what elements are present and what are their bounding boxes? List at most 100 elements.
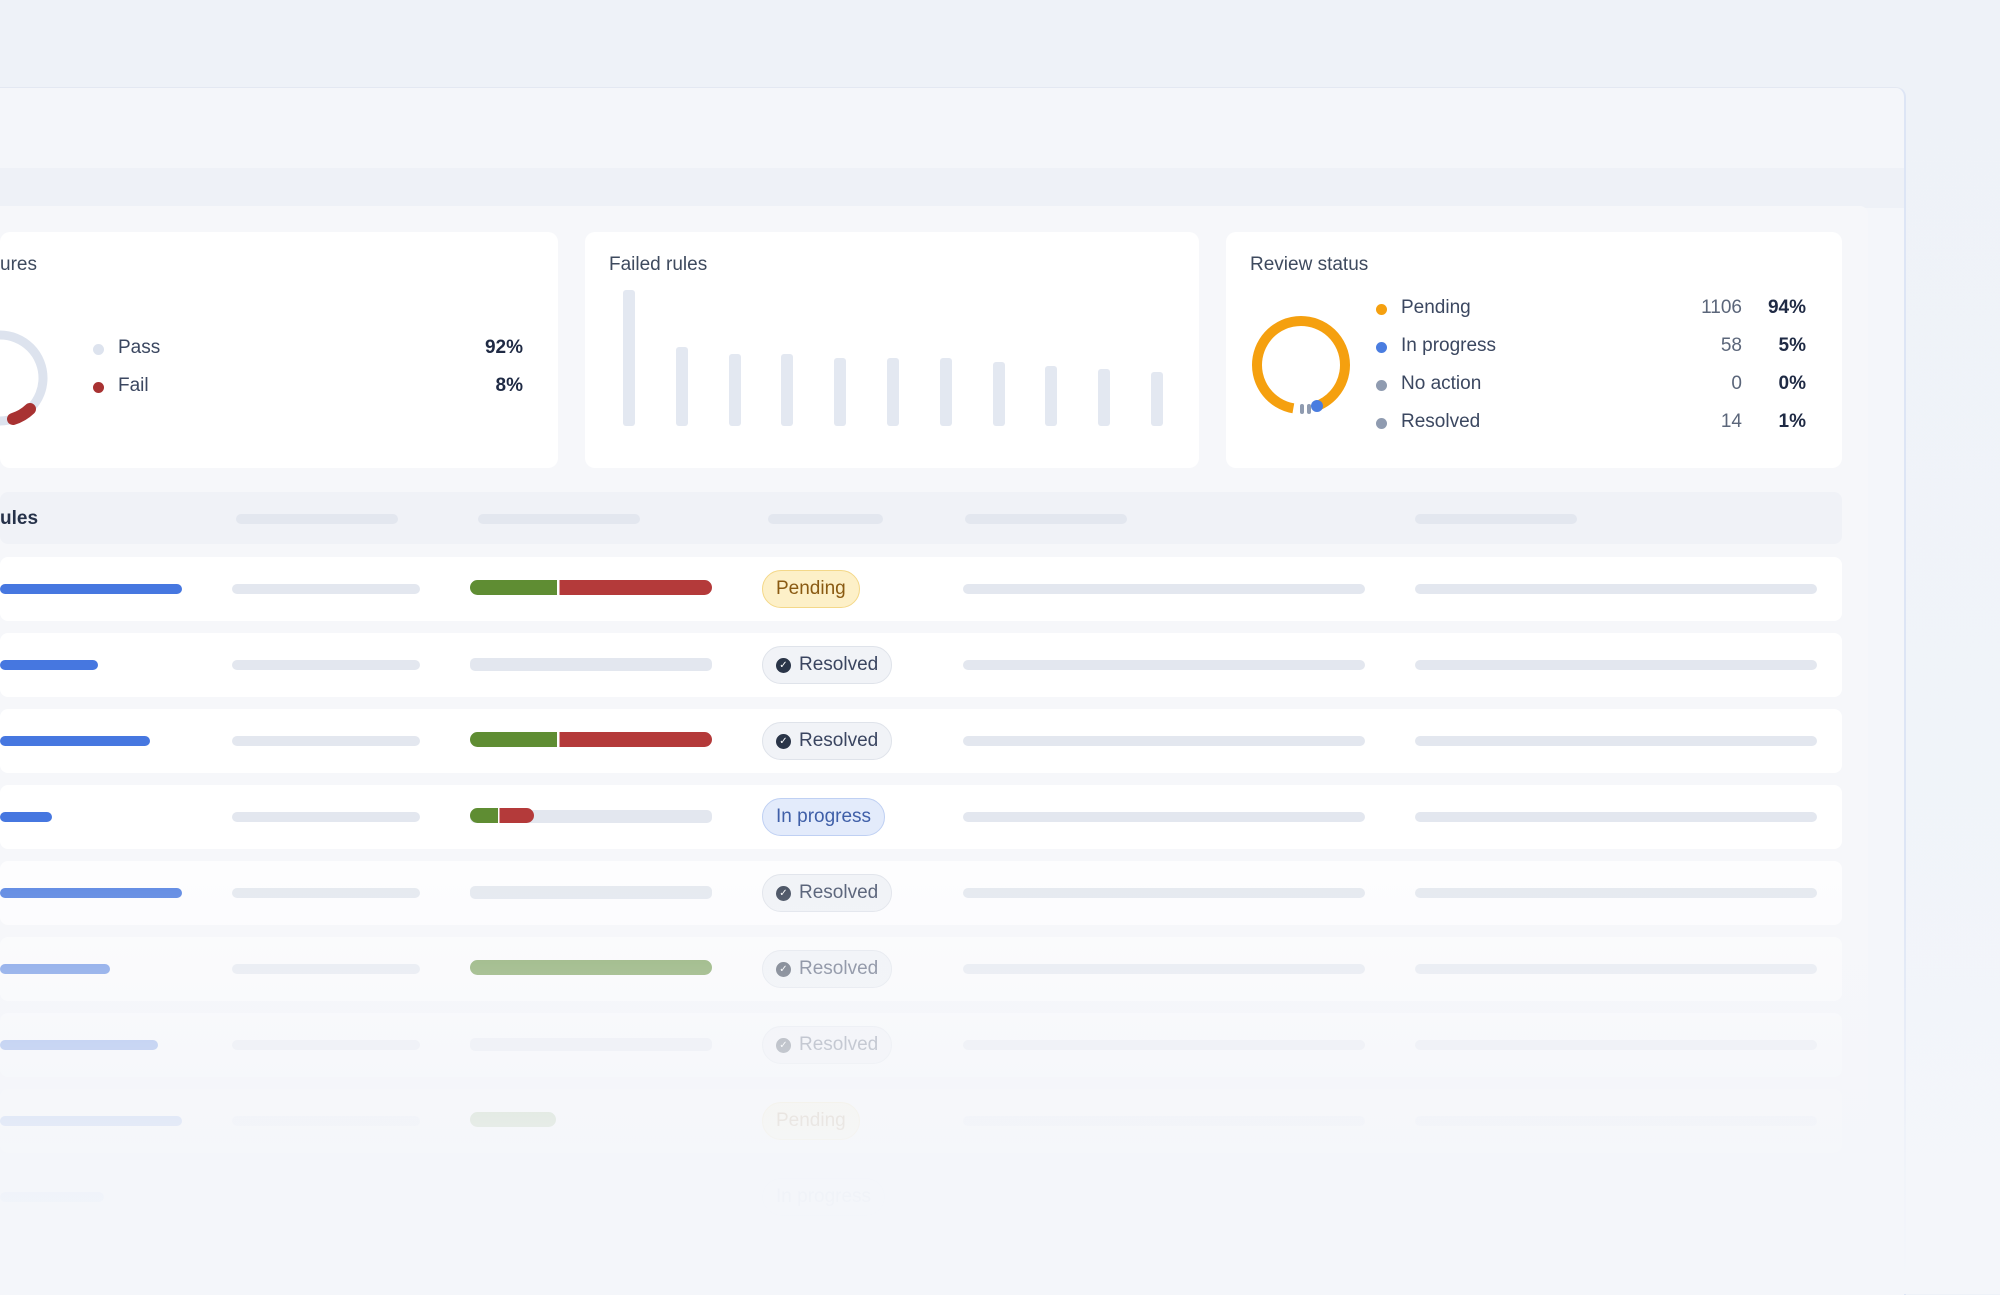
failed-rules-bar[interactable] [1151, 372, 1163, 426]
failed-rules-bar[interactable] [887, 358, 899, 426]
failed-rules-bar[interactable] [1098, 369, 1111, 426]
legend-pct: 92% [484, 337, 523, 358]
cell-placeholder [232, 1040, 420, 1050]
rule-name-bar [0, 1192, 104, 1202]
pass-fail-ratio-bar [470, 960, 712, 975]
review-count: 58 [1720, 335, 1742, 356]
failed-rules-bar[interactable] [781, 354, 794, 426]
table-row[interactable]: Pending [0, 557, 1842, 621]
features-card-title: ures [0, 254, 37, 275]
legend-label: Pass [118, 337, 161, 358]
cell-placeholder [963, 888, 1365, 898]
status-badge[interactable]: Pending [762, 1102, 860, 1140]
failed-rules-bar[interactable] [939, 358, 952, 426]
check-icon: ✓ [776, 885, 791, 901]
cell-placeholder [963, 812, 1365, 822]
resolved-marker [1300, 404, 1304, 414]
review-count: 1106 [1701, 297, 1742, 318]
status-badge[interactable]: In progress [762, 1178, 886, 1216]
check-icon: ✓ [776, 657, 791, 673]
cell-placeholder [232, 812, 420, 822]
table-row[interactable]: ✓ Resolved [0, 861, 1842, 925]
cell-placeholder [232, 736, 420, 746]
table-header: ules [0, 492, 1842, 544]
pass-fail-ratio-bar [470, 658, 712, 671]
cell-placeholder [1415, 1116, 1817, 1126]
review-status-card: Review status Pending 1106 94% In progre… [1226, 232, 1842, 468]
table-row[interactable]: ✓ Resolved [0, 709, 1842, 773]
toolbar-band [0, 168, 1904, 208]
failed-rules-bar[interactable] [1045, 366, 1058, 426]
status-badge[interactable]: In progress [762, 798, 886, 836]
rule-name-bar [0, 584, 182, 594]
cell-placeholder [963, 736, 1365, 746]
cell-placeholder [232, 1116, 420, 1126]
check-icon: ✓ [776, 1037, 791, 1053]
cell-placeholder [232, 888, 420, 898]
cell-placeholder [963, 964, 1365, 974]
status-badge-label: Resolved [799, 1034, 879, 1055]
resolved-dot-icon [1376, 418, 1387, 429]
failed-rules-title: Failed rules [609, 254, 708, 275]
status-badge-label: Resolved [799, 958, 879, 979]
review-label: Pending [1401, 297, 1471, 318]
table-row[interactable]: Pending [0, 1089, 1842, 1153]
table-row[interactable]: ✓ Resolved [0, 937, 1842, 1001]
pending-dot-icon [1376, 304, 1387, 315]
legend-row-fail: Fail 8% [93, 374, 523, 404]
status-badge-label: Resolved [799, 654, 879, 675]
cell-placeholder [963, 1192, 1365, 1202]
resolved-marker [1307, 404, 1311, 414]
cell-placeholder [1415, 1040, 1817, 1050]
review-label: In progress [1401, 335, 1497, 356]
table-row[interactable]: ✓ Resolved [0, 1013, 1842, 1077]
table-row[interactable]: ✓ Resolved [0, 633, 1842, 697]
rule-name-bar [0, 812, 52, 822]
cell-placeholder [232, 584, 420, 594]
cell-placeholder [1415, 1192, 1817, 1202]
pass-fail-ratio-bar [470, 732, 712, 747]
check-icon: ✓ [776, 733, 791, 749]
failed-rules-card: Failed rules [585, 232, 1199, 468]
status-badge[interactable]: Pending [762, 570, 860, 608]
column-header-rules[interactable]: ules [0, 508, 39, 529]
review-status-donut [1252, 316, 1350, 414]
review-status-title: Review status [1250, 254, 1369, 275]
review-count: 0 [1731, 373, 1742, 394]
status-badge[interactable]: ✓ Resolved [762, 1026, 893, 1064]
cell-placeholder [1415, 812, 1817, 822]
rule-name-bar [0, 660, 98, 670]
pass-fail-ratio-bar [470, 1038, 712, 1051]
legend-row-pass: Pass 92% [93, 336, 523, 366]
in-progress-marker [1311, 400, 1323, 412]
table-row[interactable]: In progress [0, 785, 1842, 849]
pass-dot-icon [93, 344, 104, 355]
cell-placeholder [963, 660, 1365, 670]
table-row[interactable]: In progress [0, 1165, 1842, 1229]
cell-placeholder [1415, 736, 1817, 746]
cell-placeholder [1415, 964, 1817, 974]
failed-rules-bar[interactable] [675, 347, 688, 426]
failed-rules-bar[interactable] [728, 354, 741, 426]
status-badge[interactable]: ✓ Resolved [762, 874, 893, 912]
status-badge-label: Resolved [799, 730, 879, 751]
status-badge-label: Resolved [799, 882, 879, 903]
status-badge[interactable]: ✓ Resolved [762, 722, 893, 760]
review-pct: 0% [1778, 373, 1806, 394]
failed-rules-bar[interactable] [834, 358, 847, 426]
cell-placeholder [963, 584, 1365, 594]
legend-label: Fail [118, 375, 149, 396]
cell-placeholder [963, 1116, 1365, 1126]
failed-rules-bar[interactable] [992, 362, 1005, 426]
review-row-in-progress: In progress 58 5% [1376, 334, 1806, 364]
pending-arc [1252, 316, 1350, 414]
cell-placeholder [1415, 584, 1817, 594]
failed-rules-bar[interactable] [623, 290, 635, 426]
status-badge[interactable]: ✓ Resolved [762, 950, 893, 988]
pass-fail-ratio-bar [470, 808, 534, 823]
cell-placeholder [0, 1265, 114, 1275]
review-label: Resolved [1401, 411, 1481, 432]
column-header-placeholder [768, 514, 883, 524]
status-badge[interactable]: ✓ Resolved [762, 646, 893, 684]
fail-arc [7, 403, 36, 425]
